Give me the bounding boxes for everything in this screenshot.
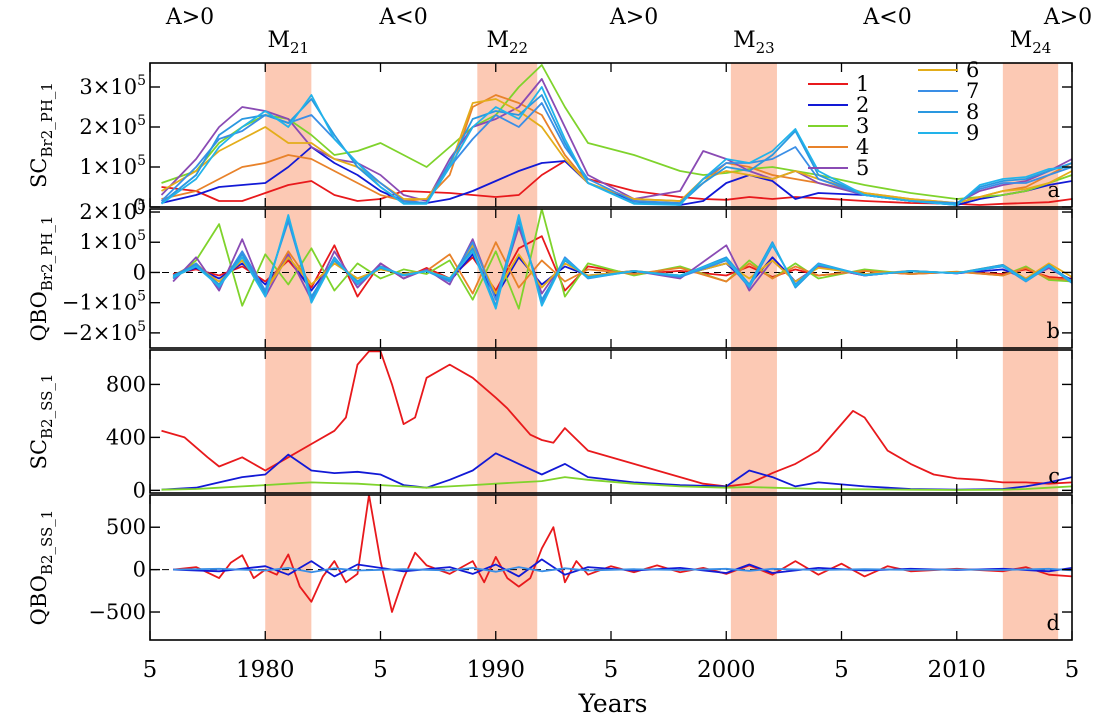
- panel-d-series: [173, 495, 1072, 613]
- legend-label-4: 4: [856, 135, 869, 159]
- x-tick-label-4: 5: [604, 657, 619, 683]
- solar-maximum-shading: [265, 63, 1059, 640]
- polarity-label-3: A<0: [862, 5, 911, 30]
- x-tick-label-0: 5: [143, 657, 158, 683]
- maximum-label-M21: M21: [267, 28, 309, 57]
- panel-d-ytick-label-2: 500: [106, 515, 146, 539]
- panel-letter-d: d: [1047, 611, 1060, 635]
- maximum-band-M24: [1002, 63, 1059, 640]
- panel-a-ytick-label-2: 2×105: [79, 113, 146, 139]
- panel-a-ytick-label-3: 3×105: [79, 73, 146, 99]
- x-tick-label-1: 1980: [236, 657, 295, 683]
- legend-label-1: 1: [856, 72, 869, 96]
- panel-d-ytick-label-1: 0: [133, 558, 146, 582]
- legend-label-2: 2: [856, 93, 869, 117]
- panel-b-ytick-label-0: −2×105: [62, 319, 146, 345]
- panel-b-ylabel: QBOBr2_PH_1: [27, 216, 56, 342]
- panel-letter-c: c: [1048, 464, 1060, 488]
- panel-d-ytick-label-0: −500: [88, 600, 146, 624]
- panel-b-series-9: [172, 214, 1072, 310]
- x-axis-title: Years: [578, 689, 648, 718]
- polarity-label-4: A>0: [1043, 5, 1092, 30]
- legend-label-5: 5: [856, 156, 869, 180]
- panel-a-series-6: [161, 98, 1072, 204]
- panel-c-series-3: [161, 476, 1072, 491]
- maximum-label-M24: M24: [1010, 28, 1052, 57]
- panel-b-ytick-label-4: 2×105: [79, 198, 146, 224]
- panel-a-series-3: [161, 64, 1072, 200]
- panel-a-ylabel: SCBr2_PH_1: [27, 82, 56, 188]
- x-tick-label-6: 5: [834, 657, 849, 683]
- x-tick-label-3: 1990: [466, 657, 525, 683]
- panel-c-series-2: [161, 452, 1072, 491]
- panel-a-series-9: [160, 86, 1072, 206]
- maximum-label-M22: M22: [486, 28, 528, 57]
- panel-d-ylabel: QBOB2_SS_1: [27, 510, 56, 626]
- panel-a-series: [160, 64, 1072, 206]
- maximum-band-M23: [730, 63, 777, 640]
- legend-label-9: 9: [966, 121, 979, 145]
- legend-label-6: 6: [966, 58, 979, 82]
- x-tick-label-8: 5: [1065, 657, 1080, 683]
- legend-label-8: 8: [966, 100, 979, 124]
- x-tick-label-2: 5: [373, 657, 388, 683]
- x-tick-label-7: 2010: [927, 657, 986, 683]
- maximum-band-M22: [477, 63, 538, 640]
- panel-b-series: [172, 209, 1072, 310]
- polarity-label-2: A>0: [609, 5, 658, 30]
- panel-letter-b: b: [1047, 319, 1060, 343]
- panel-a-ytick-label-0: 0: [133, 195, 146, 219]
- axes: 0 1×105 2×105 3×105 SCBr2_PH_1 −2×105 −1×105 0 1…: [27, 63, 1079, 683]
- panel-b-ytick-label-1: −1×105: [62, 289, 146, 315]
- panel-c-ylabel: SCB2_SS_1: [27, 374, 56, 470]
- panel-b-ytick-label-2: 0: [133, 260, 146, 284]
- polarity-label-0: A>0: [165, 5, 214, 30]
- panel-letter-a: a: [1047, 178, 1060, 202]
- panel-d-series-7: [173, 566, 1072, 574]
- panel-b-ytick-label-3: 1×105: [79, 228, 146, 254]
- panel-c-ytick-label-0: 0: [133, 478, 146, 502]
- panel-c-series: [161, 350, 1072, 491]
- x-tick-label-5: 2000: [697, 657, 756, 683]
- legend-label-3: 3: [856, 114, 869, 138]
- legend-label-7: 7: [966, 79, 979, 103]
- maximum-band-M21: [265, 63, 312, 640]
- polarity-label-1: A<0: [378, 5, 427, 30]
- panel-c-ytick-label-2: 800: [106, 372, 146, 396]
- panel-a-ytick-label-1: 1×105: [79, 153, 146, 179]
- panel-c-ytick-label-1: 400: [106, 425, 146, 449]
- series-lines: [160, 64, 1072, 613]
- panel-c-series-1: [161, 350, 1072, 488]
- maximum-label-M23: M23: [733, 28, 775, 57]
